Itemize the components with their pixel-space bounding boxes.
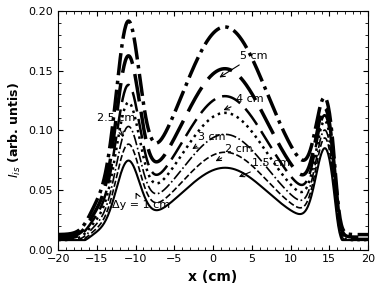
Y-axis label: $I_{is}$ (arb. untis): $I_{is}$ (arb. untis): [7, 82, 23, 178]
Text: Δy = 1 cm: Δy = 1 cm: [112, 194, 170, 210]
Text: 2 cm: 2 cm: [217, 144, 253, 161]
Text: 4 cm: 4 cm: [225, 94, 264, 110]
Text: 1.5 cm: 1.5 cm: [240, 158, 290, 177]
Text: 2.5 cm: 2.5 cm: [97, 113, 135, 136]
X-axis label: x (cm): x (cm): [188, 270, 238, 284]
Text: 3 cm: 3 cm: [193, 132, 225, 148]
Text: 5 cm: 5 cm: [220, 51, 268, 77]
